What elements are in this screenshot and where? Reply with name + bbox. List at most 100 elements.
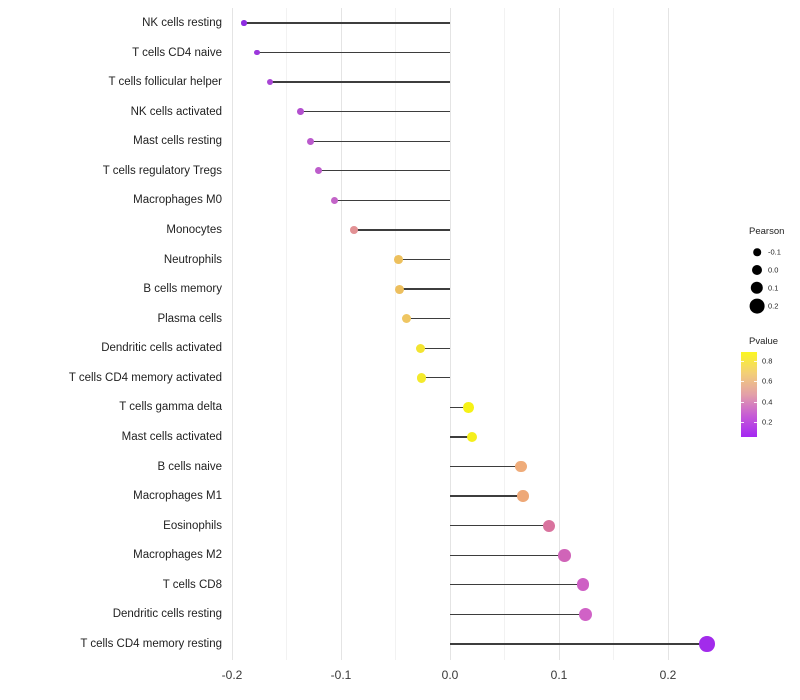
row-label: Macrophages M1 bbox=[133, 490, 222, 503]
lollipop-dot[interactable] bbox=[307, 137, 314, 145]
lollipop-stem bbox=[450, 495, 524, 497]
x-tick-label: 0.1 bbox=[550, 668, 568, 682]
minor-gridline bbox=[395, 8, 396, 660]
lollipop-stem bbox=[334, 199, 450, 202]
lollipop-stem bbox=[270, 81, 450, 83]
lollipop-dot[interactable] bbox=[517, 490, 529, 502]
lollipop-stem bbox=[318, 170, 450, 172]
legend-pvalue-gradient-wrap: 0.8 0.6 0.4 0.2 bbox=[741, 352, 800, 437]
lollipop-stem bbox=[421, 377, 450, 379]
lollipop-dot[interactable] bbox=[267, 79, 274, 86]
lollipop-dot[interactable] bbox=[241, 20, 247, 26]
lollipop-dot[interactable] bbox=[415, 343, 426, 353]
pvalue-tick-notch bbox=[754, 422, 757, 424]
minor-gridline bbox=[613, 8, 614, 660]
pvalue-tick-label: 0.2 bbox=[762, 417, 773, 427]
pvalue-tick-notch bbox=[754, 361, 757, 362]
lollipop-dot[interactable] bbox=[543, 519, 556, 532]
legend-size-entry: 0.0 bbox=[741, 261, 797, 279]
row-label: T cells CD4 memory activated bbox=[68, 371, 222, 384]
lollipop-stem bbox=[450, 643, 708, 645]
legend-pearson-entries: -0.1 0.0 0.1 0.2 bbox=[741, 243, 797, 315]
row-label: Macrophages M0 bbox=[133, 194, 222, 207]
lollipop-dot[interactable] bbox=[314, 167, 322, 175]
x-tick-label: 0.0 bbox=[441, 668, 459, 682]
legend-size-label: 0.1 bbox=[768, 283, 779, 293]
lollipop-stem bbox=[406, 318, 450, 320]
legend-size-dot bbox=[752, 265, 762, 275]
row-label: T cells follicular helper bbox=[108, 76, 222, 89]
lollipop-stem bbox=[243, 22, 450, 24]
row-label: T cells CD8 bbox=[162, 578, 222, 591]
lollipop-dot[interactable] bbox=[466, 431, 478, 443]
row-label: B cells memory bbox=[143, 283, 222, 296]
pvalue-tick-label: 0.6 bbox=[762, 376, 773, 386]
major-gridline bbox=[231, 8, 233, 660]
major-gridline bbox=[449, 8, 451, 660]
lollipop-stem bbox=[450, 436, 472, 438]
lollipop-dot[interactable] bbox=[401, 314, 411, 324]
row-label: NK cells resting bbox=[142, 17, 222, 29]
row-label: Neutrophils bbox=[163, 253, 222, 266]
lollipop-dot[interactable] bbox=[394, 255, 404, 264]
row-label: Eosinophils bbox=[163, 519, 222, 532]
row-label: B cells naive bbox=[157, 460, 222, 473]
lollipop-dot[interactable] bbox=[330, 196, 339, 205]
major-gridline bbox=[558, 8, 560, 660]
row-label: Macrophages M2 bbox=[133, 549, 222, 562]
lollipop-dot[interactable] bbox=[463, 402, 474, 413]
legend-size-entry: -0.1 bbox=[741, 243, 797, 261]
legend-size-dot bbox=[749, 298, 765, 314]
minor-gridline bbox=[286, 8, 287, 660]
legend-pvalue-title: Pvalue bbox=[749, 336, 779, 347]
pvalue-tick-notch bbox=[741, 401, 744, 403]
legend-pvalue-color: Pvalue 0.8 0.6 0.4 0.2 bbox=[741, 336, 800, 437]
legend-size-dot bbox=[753, 248, 761, 256]
legend-size-label: 0.0 bbox=[768, 265, 779, 275]
row-label: Mast cells activated bbox=[121, 430, 222, 443]
legend-size-dot bbox=[750, 281, 764, 295]
legend-size-entry: 0.1 bbox=[741, 279, 797, 297]
lollipop-dot[interactable] bbox=[576, 578, 590, 592]
lollipop-dot[interactable] bbox=[297, 108, 305, 116]
lollipop-dot[interactable] bbox=[558, 549, 571, 562]
legend-size-entry: 0.2 bbox=[741, 297, 797, 315]
lollipop-dot[interactable] bbox=[515, 460, 527, 473]
row-label: T cells regulatory Tregs bbox=[102, 164, 222, 177]
lollipop-stem bbox=[450, 613, 586, 616]
x-tick-label: -0.2 bbox=[221, 668, 243, 682]
lollipop-stem bbox=[399, 288, 450, 290]
row-label: T cells CD4 naive bbox=[132, 46, 222, 59]
row-label: Plasma cells bbox=[157, 312, 222, 325]
lollipop-dot[interactable] bbox=[699, 636, 716, 652]
lollipop-dot[interactable] bbox=[350, 226, 358, 234]
x-tick-label: -0.1 bbox=[330, 668, 352, 682]
lollipop-stem bbox=[450, 554, 565, 556]
lollipop-stem bbox=[450, 584, 583, 586]
legend-size-label: -0.1 bbox=[768, 247, 781, 257]
lollipop-stem bbox=[398, 258, 450, 261]
pvalue-tick-notch bbox=[754, 401, 757, 403]
pvalue-tick-notch bbox=[741, 361, 744, 362]
pvalue-gradient-bar bbox=[741, 352, 757, 437]
lollipop-dot[interactable] bbox=[578, 607, 592, 621]
lollipop-stem bbox=[420, 347, 450, 349]
lollipop-stem bbox=[354, 229, 450, 231]
lollipop-dot[interactable] bbox=[254, 49, 260, 56]
row-label: Monocytes bbox=[166, 223, 222, 236]
lollipop-dot[interactable] bbox=[395, 284, 405, 294]
legend-size-label: 0.2 bbox=[768, 301, 779, 311]
x-tick-label: 0.2 bbox=[659, 668, 677, 682]
major-gridline bbox=[667, 8, 669, 660]
row-label: Dendritic cells activated bbox=[101, 342, 222, 355]
minor-gridline bbox=[504, 8, 505, 660]
row-label: T cells CD4 memory resting bbox=[80, 637, 222, 650]
pvalue-tick-notch bbox=[741, 380, 744, 382]
lollipop-stem bbox=[310, 140, 450, 142]
lollipop-dot[interactable] bbox=[416, 373, 427, 383]
legend-pearson-title: Pearson bbox=[749, 226, 785, 237]
row-label: NK cells activated bbox=[130, 105, 222, 118]
pvalue-tick-notch bbox=[754, 380, 757, 382]
lollipop-stem bbox=[450, 525, 550, 527]
